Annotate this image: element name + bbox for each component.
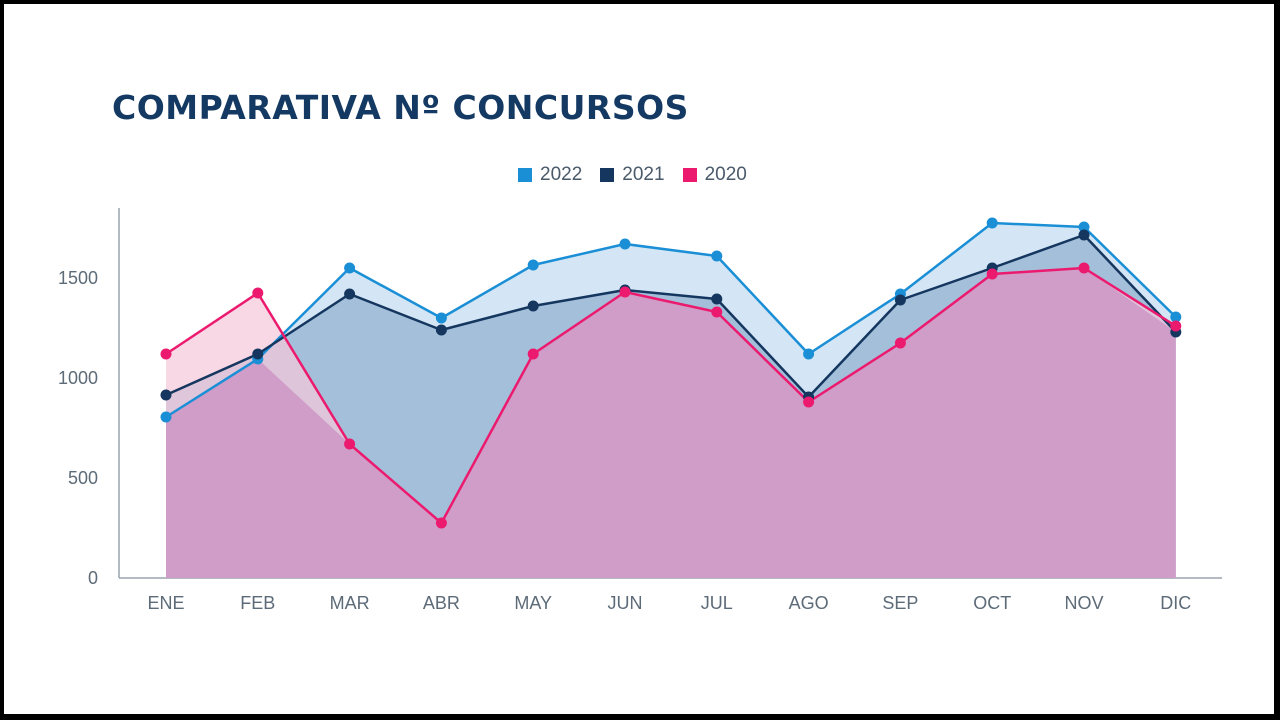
legend-item-2022[interactable]: 2022 bbox=[518, 164, 582, 186]
point-2021-jul bbox=[711, 293, 723, 305]
y-tick-label: 0 bbox=[88, 568, 98, 588]
point-2021-nov bbox=[1078, 229, 1090, 241]
legend-swatch-2021 bbox=[600, 168, 615, 182]
point-2020-mar bbox=[344, 438, 356, 450]
line-2021 bbox=[165, 233, 1177, 399]
point-2021-abr bbox=[435, 324, 447, 336]
point-2021-ene bbox=[160, 389, 172, 401]
chart-title: COMPARATIVA Nº CONCURSOS bbox=[112, 88, 689, 127]
line-2020 bbox=[165, 266, 1177, 525]
point-2020-abr bbox=[435, 517, 447, 529]
point-2021-may bbox=[527, 300, 539, 312]
point-2022-ago bbox=[803, 348, 815, 360]
point-2020-ago bbox=[803, 396, 815, 408]
point-2022-nov bbox=[1078, 221, 1090, 233]
point-2020-nov bbox=[1078, 262, 1090, 274]
point-2022-ene bbox=[160, 411, 172, 423]
point-2022-abr bbox=[435, 312, 447, 324]
point-2022-may bbox=[527, 259, 539, 271]
y-tick-label: 1000 bbox=[58, 368, 98, 388]
x-tick-label-nov: NOV bbox=[1064, 593, 1103, 613]
y-tick-label: 500 bbox=[68, 468, 98, 488]
x-tick-label-oct: OCT bbox=[973, 593, 1011, 613]
point-2022-jun bbox=[619, 238, 631, 250]
area-2020 bbox=[166, 268, 1176, 578]
point-2020-jul bbox=[711, 306, 723, 318]
point-2021-mar bbox=[344, 288, 356, 300]
x-tick-label-feb: FEB bbox=[240, 593, 275, 613]
legend-swatch-2022 bbox=[518, 168, 532, 182]
legend-item-2020[interactable]: 2020 bbox=[682, 164, 747, 186]
legend-label-2022: 2022 bbox=[540, 164, 583, 185]
point-2020-ene bbox=[160, 348, 172, 360]
point-2022-jul bbox=[711, 250, 723, 262]
point-2021-feb bbox=[252, 348, 264, 360]
x-tick-label-mar: MAR bbox=[330, 593, 370, 613]
point-2020-dic bbox=[1170, 320, 1182, 332]
legend-label-2020: 2020 bbox=[704, 164, 747, 185]
point-2020-may bbox=[527, 348, 539, 360]
legend-item-2021[interactable]: 2021 bbox=[600, 164, 665, 186]
point-2021-sep bbox=[894, 294, 906, 306]
y-tick-label: 1500 bbox=[58, 268, 98, 288]
x-tick-label-dic: DIC bbox=[1160, 593, 1191, 613]
line-2022 bbox=[165, 221, 1177, 419]
point-2020-jun bbox=[619, 286, 631, 298]
legend-label-2021: 2021 bbox=[622, 164, 665, 185]
point-2022-mar bbox=[344, 262, 356, 274]
point-2022-dic bbox=[1170, 311, 1182, 323]
point-2022-oct bbox=[986, 217, 998, 229]
legend-swatch-2020 bbox=[682, 168, 697, 182]
point-2020-oct bbox=[986, 268, 998, 280]
point-2020-feb bbox=[252, 287, 264, 299]
x-tick-label-may: MAY bbox=[514, 593, 552, 613]
x-tick-label-abr: ABR bbox=[423, 593, 460, 613]
x-tick-label-jul: JUL bbox=[701, 593, 733, 613]
point-2020-sep bbox=[894, 337, 906, 349]
x-tick-label-ago: AGO bbox=[789, 593, 829, 613]
x-tick-label-jun: JUN bbox=[608, 593, 643, 613]
x-tick-label-sep: SEP bbox=[882, 593, 918, 613]
x-tick-label-ene: ENE bbox=[147, 593, 184, 613]
legend: 2022 2021 2020 bbox=[518, 164, 747, 186]
